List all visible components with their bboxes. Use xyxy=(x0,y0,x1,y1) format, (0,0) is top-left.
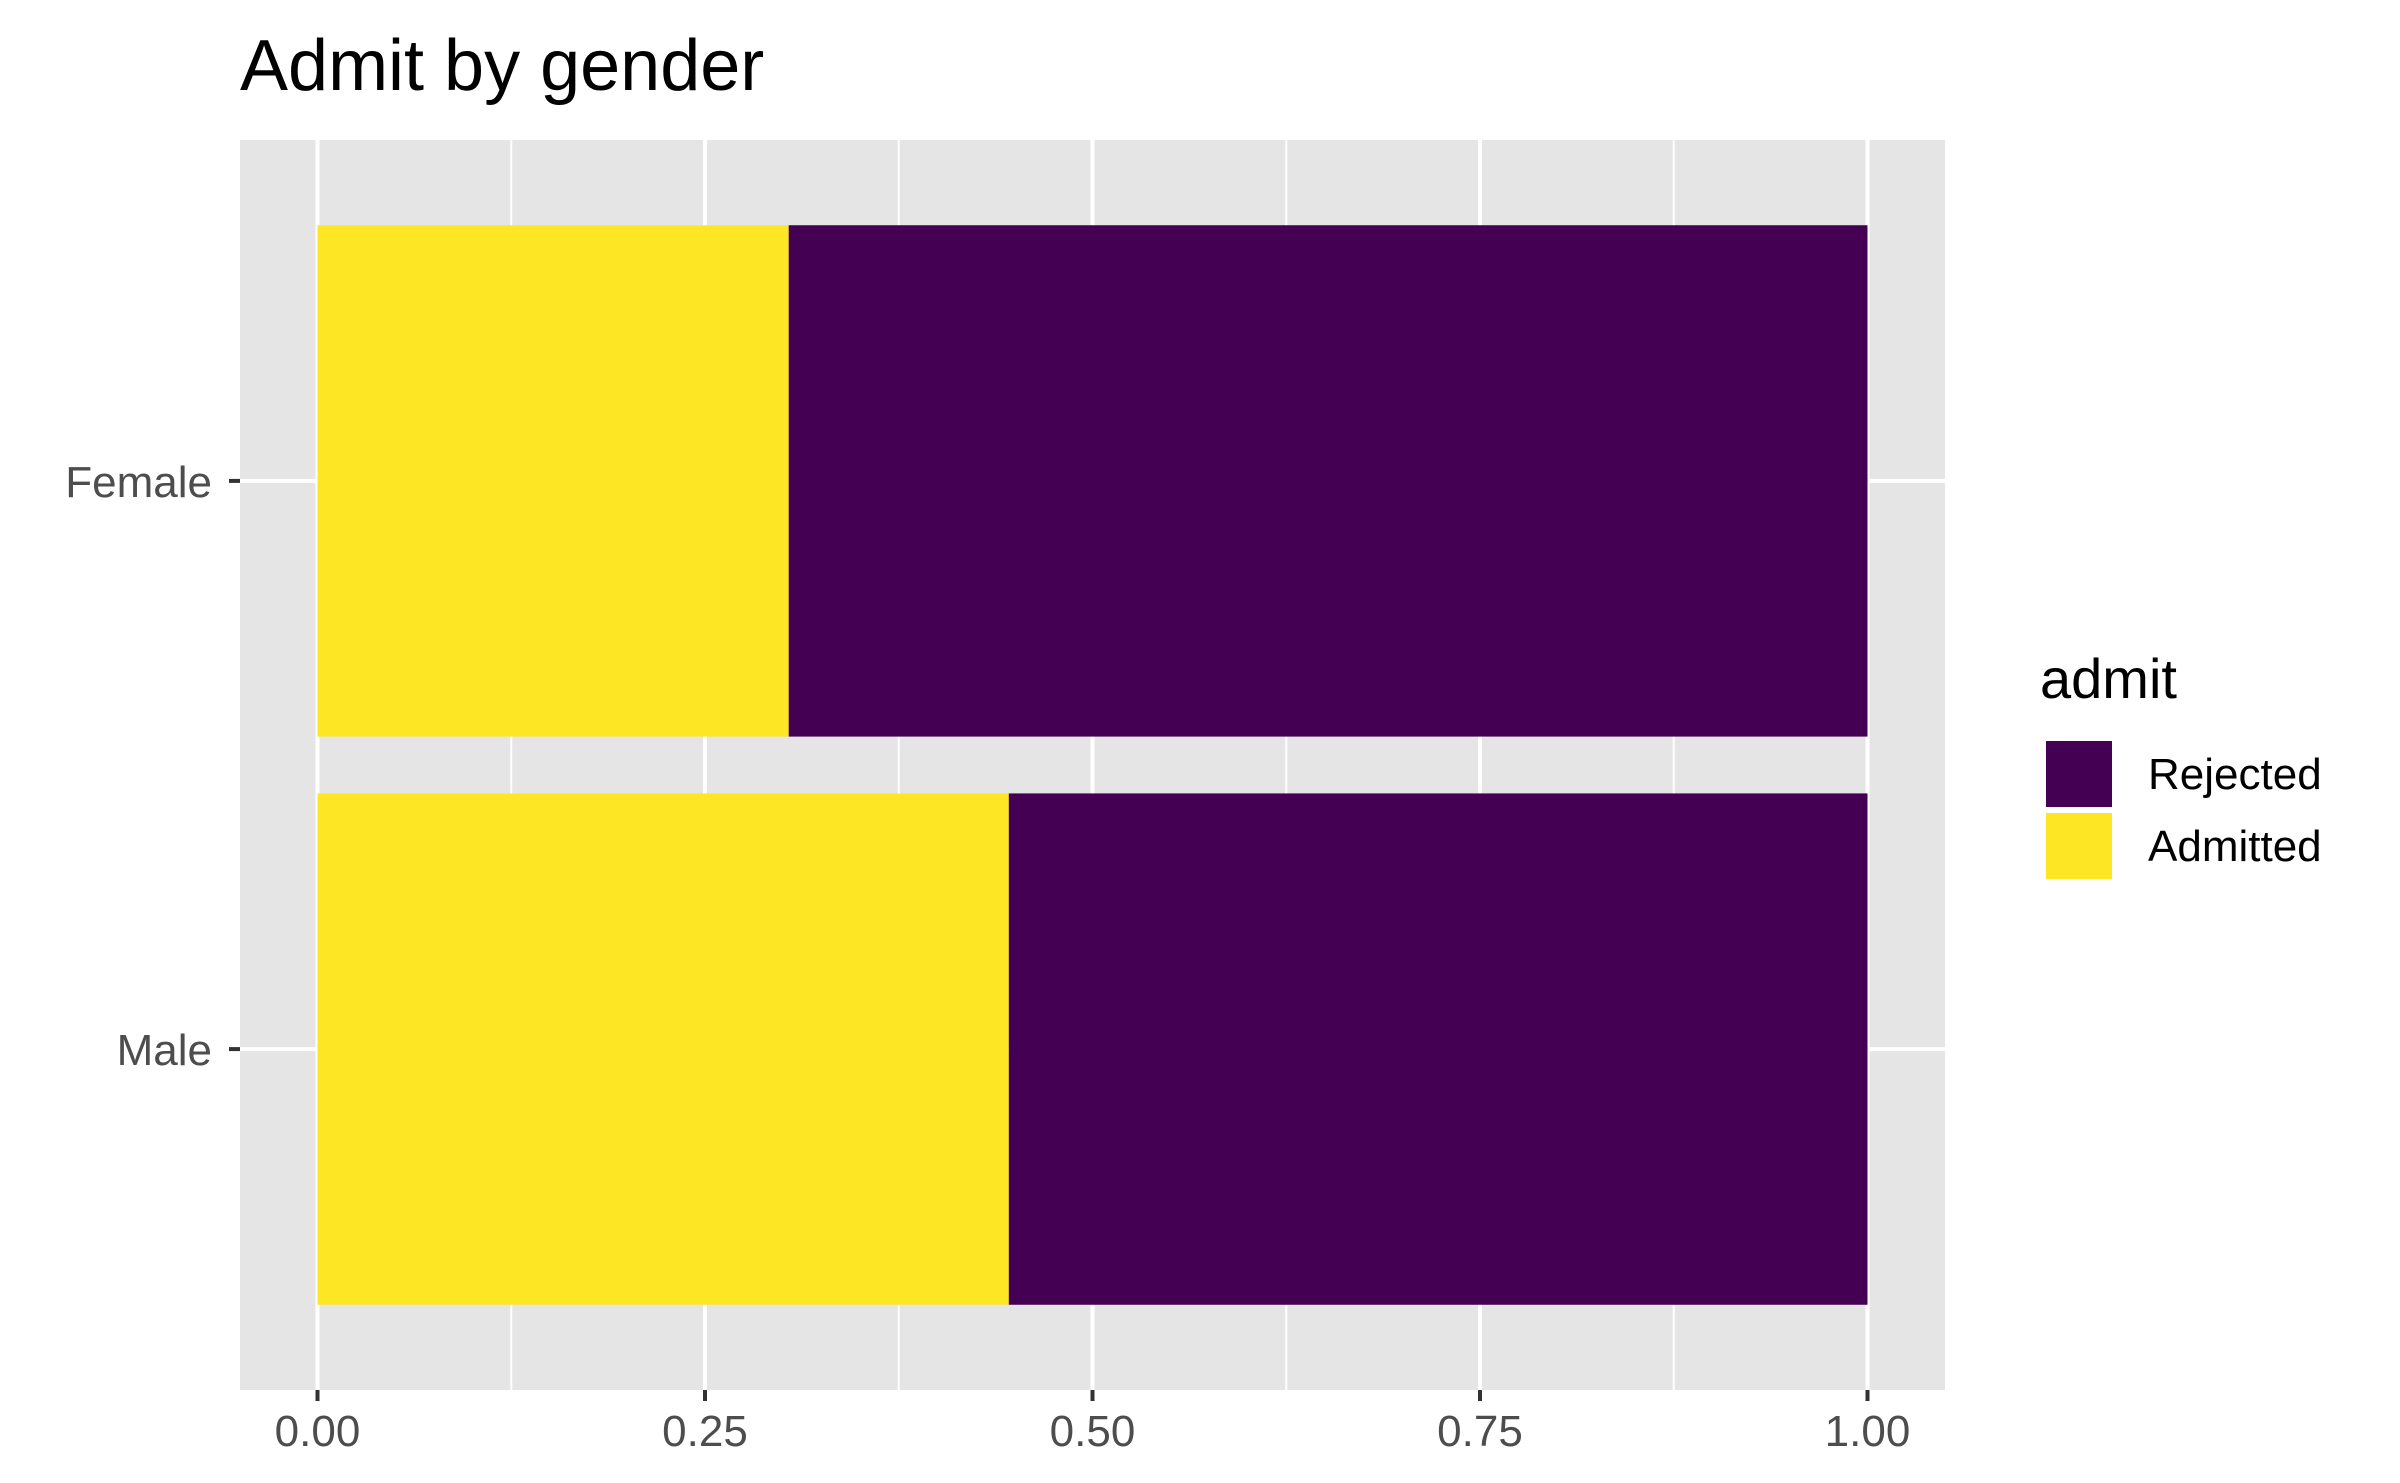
x-tick-label: 0.50 xyxy=(1050,1407,1136,1456)
chart-title: Admit by gender xyxy=(240,26,764,106)
x-tick-label: 0.25 xyxy=(662,1407,748,1456)
bar-female-admitted xyxy=(317,225,789,737)
legend-key xyxy=(2044,739,2114,809)
legend-title: admit xyxy=(2040,647,2177,710)
x-tick-label: 0.00 xyxy=(275,1407,361,1456)
x-tick-label: 1.00 xyxy=(1825,1407,1911,1456)
legend: admit Rejected Admitted xyxy=(2040,647,2322,881)
bars xyxy=(317,225,1868,1305)
x-tick-label: 0.75 xyxy=(1437,1407,1523,1456)
axes: 0.00 0.25 0.50 0.75 1.00 Male Female xyxy=(65,458,1910,1456)
y-tick-label: Male xyxy=(117,1026,212,1075)
bar-female-rejected xyxy=(788,225,1868,737)
bar-male-rejected xyxy=(1008,793,1868,1305)
y-tick-label: Female xyxy=(65,458,212,507)
legend-key xyxy=(2044,811,2114,881)
bar-male-admitted xyxy=(317,793,1009,1305)
legend-label: Rejected xyxy=(2148,750,2322,799)
legend-label: Admitted xyxy=(2148,822,2322,871)
